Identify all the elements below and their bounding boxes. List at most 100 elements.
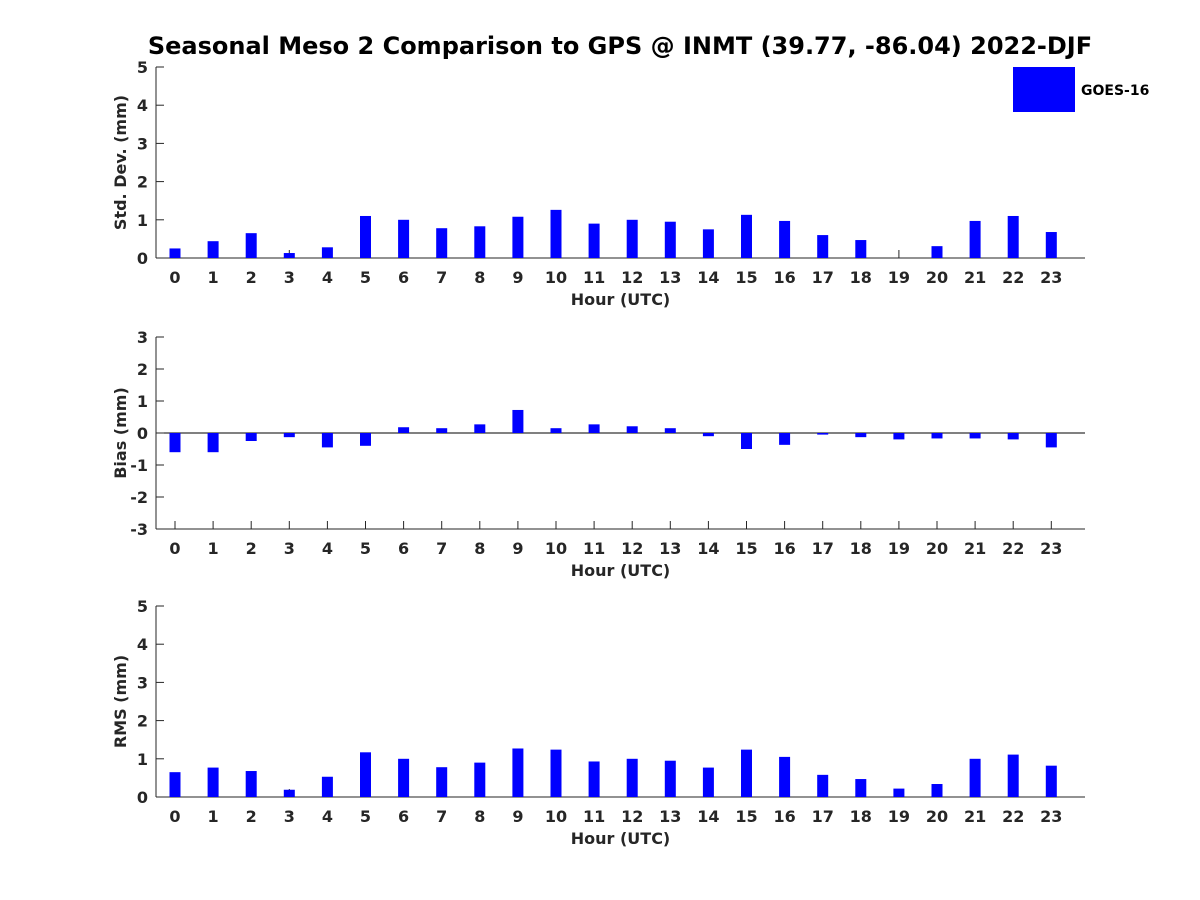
y-tick-label: 0 — [137, 788, 148, 807]
bar-hour-4 — [321, 433, 333, 448]
bar-hour-14 — [702, 433, 714, 437]
x-tick-label: 21 — [964, 268, 986, 287]
bar-hour-7 — [436, 228, 448, 258]
bar-hour-20 — [931, 246, 943, 258]
x-tick-label: 11 — [583, 539, 605, 558]
y-tick-label: 2 — [137, 712, 148, 731]
x-tick-label: 7 — [436, 807, 447, 826]
x-tick-label: 9 — [512, 268, 523, 287]
bar-hour-1 — [207, 433, 219, 453]
x-tick-label: 5 — [360, 807, 371, 826]
bar-hour-13 — [664, 428, 676, 433]
bar-hour-8 — [474, 226, 486, 258]
bar-hour-3 — [283, 433, 295, 438]
bar-hour-16 — [779, 756, 791, 797]
bar-hour-2 — [245, 433, 257, 441]
bar-hour-0 — [169, 772, 181, 797]
y-tick-label: 3 — [137, 328, 148, 347]
x-axis-label: Hour (UTC) — [571, 829, 671, 848]
y-tick-label: 2 — [137, 173, 148, 192]
x-tick-label: 20 — [926, 807, 948, 826]
x-tick-label: 23 — [1040, 807, 1062, 826]
x-tick-label: 8 — [474, 807, 485, 826]
x-axis-label: Hour (UTC) — [571, 561, 671, 580]
x-tick-label: 19 — [888, 268, 910, 287]
x-tick-label: 21 — [964, 807, 986, 826]
x-tick-label: 0 — [169, 807, 180, 826]
bar-hour-19 — [893, 433, 905, 440]
x-tick-label: 11 — [583, 268, 605, 287]
bar-hour-3 — [283, 253, 295, 258]
x-tick-label: 14 — [697, 539, 719, 558]
x-tick-label: 9 — [512, 807, 523, 826]
x-axis-label: Hour (UTC) — [571, 290, 671, 309]
bar-hour-1 — [207, 241, 219, 258]
x-tick-label: 1 — [208, 268, 219, 287]
x-tick-label: 17 — [812, 807, 834, 826]
y-tick-label: 2 — [137, 360, 148, 379]
bar-hour-15 — [741, 749, 752, 797]
bar-hour-4 — [321, 776, 333, 797]
x-tick-label: 20 — [926, 539, 948, 558]
x-tick-label: 5 — [360, 268, 371, 287]
x-tick-label: 18 — [850, 807, 872, 826]
x-tick-label: 2 — [246, 807, 257, 826]
legend: GOES-16 — [1013, 67, 1149, 112]
x-tick-label: 17 — [812, 268, 834, 287]
x-tick-label: 22 — [1002, 268, 1024, 287]
y-tick-label: 4 — [137, 635, 148, 654]
x-tick-label: 17 — [812, 539, 834, 558]
y-tick-label: 0 — [137, 249, 148, 268]
bar-hour-11 — [588, 424, 600, 433]
bar-hour-18 — [855, 240, 867, 258]
bar-hour-6 — [398, 427, 410, 433]
bar-hour-14 — [702, 767, 714, 797]
bar-hour-22 — [1007, 215, 1019, 258]
x-tick-label: 0 — [169, 268, 180, 287]
y-tick-label: 5 — [137, 58, 148, 77]
y-tick-label: 3 — [137, 673, 148, 692]
x-tick-label: 0 — [169, 539, 180, 558]
bar-hour-17 — [817, 235, 829, 258]
x-tick-label: 14 — [697, 268, 719, 287]
bar-hour-2 — [245, 233, 257, 258]
y-tick-label: 3 — [137, 134, 148, 153]
y-tick-label: -1 — [130, 456, 148, 475]
x-tick-label: 13 — [659, 807, 681, 826]
x-tick-label: 15 — [735, 539, 757, 558]
bar-hour-10 — [550, 428, 562, 433]
bar-hour-7 — [436, 767, 448, 797]
bar-hour-18 — [855, 433, 867, 438]
y-tick-label: 1 — [137, 392, 148, 411]
bar-hour-11 — [588, 223, 600, 258]
bar-hour-6 — [398, 758, 410, 797]
x-tick-label: 5 — [360, 539, 371, 558]
x-tick-label: 15 — [735, 807, 757, 826]
bar-hour-10 — [550, 749, 562, 797]
bar-hour-18 — [855, 779, 867, 797]
x-tick-label: 14 — [697, 807, 719, 826]
bar-hour-15 — [741, 214, 752, 258]
bar-hour-1 — [207, 767, 219, 797]
y-axis-label: Bias (mm) — [111, 387, 130, 479]
x-tick-label: 22 — [1002, 539, 1024, 558]
y-tick-label: -2 — [130, 488, 148, 507]
bar-hour-0 — [169, 433, 181, 453]
bar-hour-7 — [436, 428, 448, 433]
x-tick-label: 7 — [436, 268, 447, 287]
bar-hour-11 — [588, 761, 600, 797]
y-tick-label: 5 — [137, 597, 148, 616]
bar-hour-16 — [779, 220, 791, 258]
y-tick-label: 1 — [137, 211, 148, 230]
legend-swatch — [1013, 67, 1075, 112]
x-tick-label: 10 — [545, 268, 567, 287]
x-tick-label: 9 — [512, 539, 523, 558]
bar-hour-9 — [512, 216, 524, 258]
bar-hour-21 — [969, 758, 981, 797]
bar-hour-12 — [626, 426, 638, 433]
bar-hour-21 — [969, 220, 981, 258]
x-tick-label: 23 — [1040, 539, 1062, 558]
bar-hour-2 — [245, 771, 257, 797]
x-tick-label: 10 — [545, 539, 567, 558]
